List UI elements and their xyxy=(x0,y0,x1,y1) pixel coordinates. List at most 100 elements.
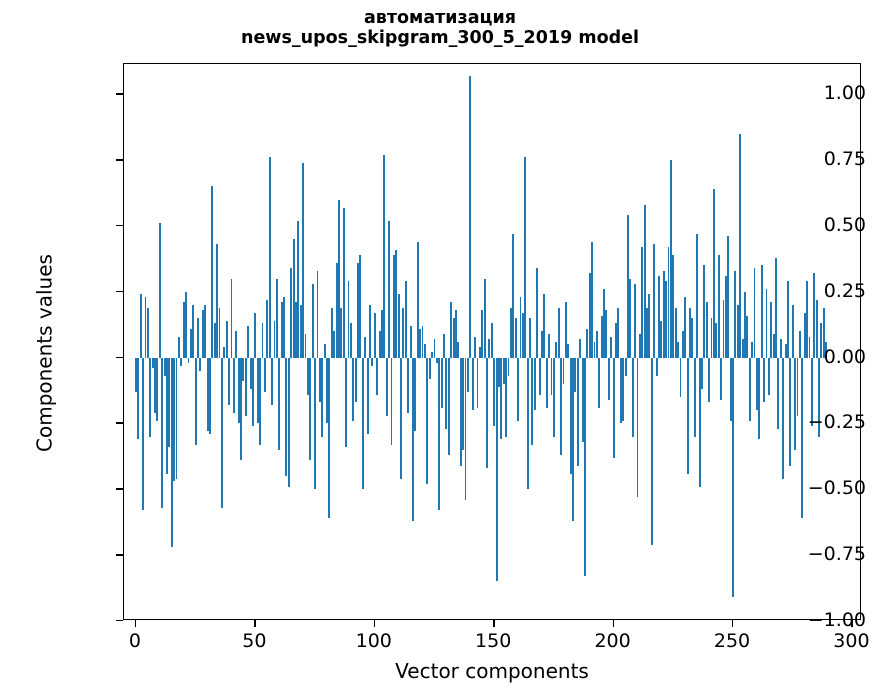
bar xyxy=(230,278,233,358)
bar xyxy=(712,189,715,358)
bar xyxy=(612,357,615,458)
bar xyxy=(455,310,457,358)
bar xyxy=(787,281,789,358)
bar xyxy=(192,304,195,358)
bar xyxy=(459,357,462,466)
bar xyxy=(180,357,183,366)
bar xyxy=(772,333,775,358)
bar xyxy=(550,357,553,395)
bar xyxy=(677,341,680,358)
bar xyxy=(266,299,269,358)
bar xyxy=(237,357,240,424)
bar xyxy=(693,357,696,437)
bar xyxy=(755,357,758,411)
bar xyxy=(736,304,739,358)
bar xyxy=(146,307,149,358)
bar xyxy=(703,265,706,358)
bar xyxy=(502,357,505,384)
bar xyxy=(306,357,309,395)
bar xyxy=(478,347,481,358)
bar xyxy=(593,341,596,358)
plot-area xyxy=(123,63,861,620)
bar xyxy=(658,276,660,358)
x-tick-mark xyxy=(493,620,495,627)
bar xyxy=(232,357,235,413)
y-tick-label: −0.50 xyxy=(807,477,866,500)
bar xyxy=(330,307,333,358)
bar xyxy=(607,357,610,400)
bar xyxy=(326,357,328,424)
bar xyxy=(770,302,773,358)
x-tick-label: 200 xyxy=(594,630,631,652)
bar xyxy=(672,254,675,358)
x-tick-mark xyxy=(134,620,137,627)
bar xyxy=(354,357,357,403)
bar xyxy=(615,323,617,358)
bar xyxy=(419,328,422,358)
bar xyxy=(302,162,305,358)
bar xyxy=(337,199,340,358)
bar xyxy=(722,299,725,358)
bar xyxy=(808,336,811,358)
bar xyxy=(557,307,560,358)
bar xyxy=(199,357,202,371)
bar xyxy=(185,291,188,358)
bar xyxy=(495,357,498,582)
bar xyxy=(560,357,563,456)
bar xyxy=(591,241,594,358)
bar xyxy=(660,320,663,358)
bar xyxy=(825,341,828,358)
bar xyxy=(261,323,264,358)
bar xyxy=(741,339,744,358)
bar xyxy=(373,312,376,358)
bar xyxy=(488,339,491,358)
bar xyxy=(182,302,185,358)
x-tick-label: 300 xyxy=(833,630,870,652)
bar xyxy=(407,357,410,413)
bar xyxy=(641,247,644,358)
bar xyxy=(579,339,582,358)
bar xyxy=(400,357,402,479)
bar xyxy=(498,357,500,387)
bar xyxy=(220,357,223,508)
bar xyxy=(509,307,512,358)
bar xyxy=(533,357,536,411)
y-tick-mark xyxy=(116,224,123,227)
bar xyxy=(595,331,598,358)
bar xyxy=(242,357,245,382)
bar xyxy=(813,273,816,358)
bar xyxy=(278,357,281,450)
bar xyxy=(285,357,288,477)
bar xyxy=(729,357,732,421)
bar xyxy=(552,357,555,437)
bar xyxy=(588,273,591,358)
bar xyxy=(763,357,766,403)
bar xyxy=(177,336,180,358)
bar xyxy=(705,302,708,358)
bar xyxy=(471,357,474,411)
bar xyxy=(574,357,577,392)
bar xyxy=(724,276,727,358)
bar xyxy=(170,357,173,548)
bar xyxy=(345,357,348,448)
bar xyxy=(218,307,221,358)
bar xyxy=(254,312,257,358)
bar xyxy=(744,291,746,358)
bar xyxy=(507,357,510,377)
bar xyxy=(655,357,658,377)
y-tick-label: 0.75 xyxy=(823,148,866,171)
bar xyxy=(603,289,605,358)
bar xyxy=(292,239,295,358)
bar xyxy=(139,294,142,358)
bar xyxy=(748,357,751,421)
x-tick-mark xyxy=(612,620,614,627)
bar xyxy=(622,357,625,421)
bar xyxy=(161,357,164,508)
bar xyxy=(340,307,343,358)
bar xyxy=(412,357,414,521)
y-tick-label: −0.25 xyxy=(807,411,866,434)
bar xyxy=(168,357,171,448)
bar xyxy=(335,262,338,358)
bar xyxy=(388,220,391,358)
bar xyxy=(798,331,801,358)
